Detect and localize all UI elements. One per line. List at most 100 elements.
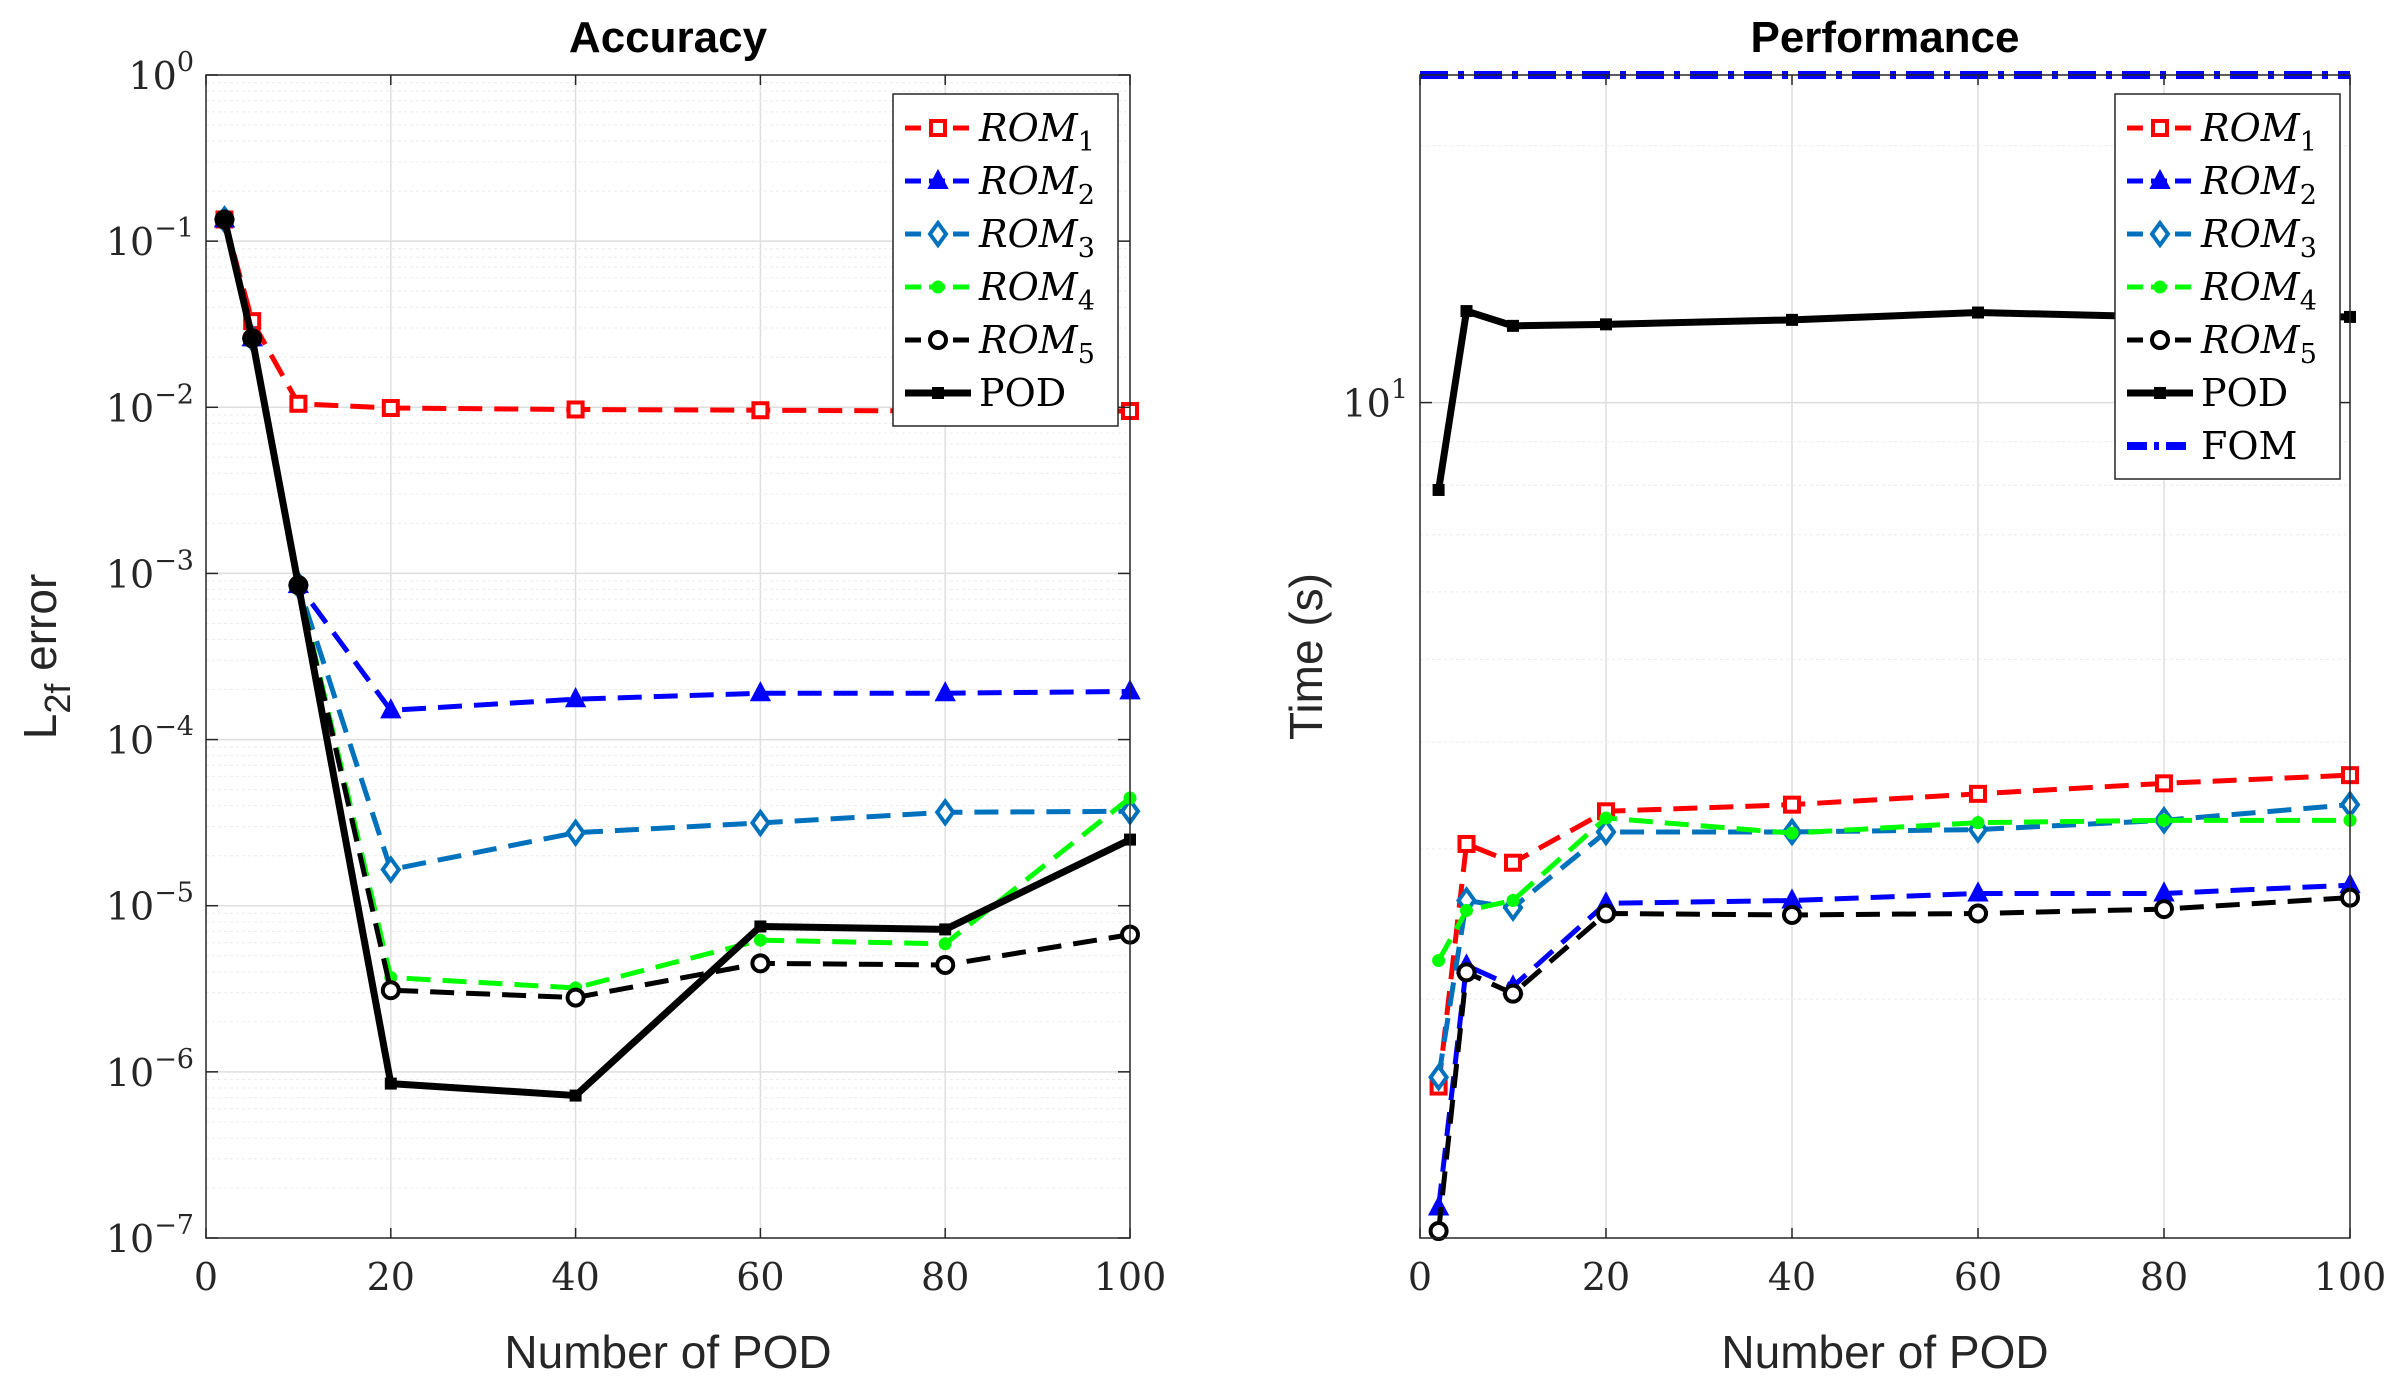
accuracy-point-rom5 <box>750 953 771 974</box>
accuracy-point-rom3 <box>934 797 956 827</box>
performance-legend-label: ROM4 <box>2200 265 2317 317</box>
accuracy-x-tick-label: 40 <box>551 1255 599 1299</box>
accuracy-point-rom5 <box>565 987 586 1008</box>
accuracy-point-rom3 <box>380 855 402 884</box>
performance-point-rom1 <box>2155 774 2173 793</box>
performance-point-rom1 <box>1969 784 1987 803</box>
accuracy-legend-marker <box>927 168 949 189</box>
accuracy-x-tick-label: 60 <box>736 1255 784 1299</box>
accuracy-legend-marker <box>929 119 947 137</box>
accuracy-x-tick-label: 20 <box>367 1255 415 1299</box>
performance-x-tick-label: 80 <box>2140 1255 2188 1299</box>
performance-legend-label: ROM3 <box>2200 212 2317 264</box>
performance-point-rom1 <box>1783 795 1801 814</box>
performance-point-rom5 <box>1456 962 1477 983</box>
performance-legend-label: ROM5 <box>2200 318 2317 370</box>
performance-legend-label: FOM <box>2201 424 2297 468</box>
accuracy-y-tick-label: 10−7 <box>106 1210 194 1261</box>
performance-legend-item-fom: FOM <box>2127 424 2297 468</box>
performance-x-label: Number of POD <box>1721 1326 2048 1378</box>
accuracy-legend-label: ROM3 <box>978 212 1095 264</box>
accuracy-point-rom1 <box>381 399 400 418</box>
accuracy-point-rom3 <box>749 808 771 838</box>
performance-point-rom5 <box>1782 904 1802 925</box>
performance-point-rom4 <box>1460 904 1473 918</box>
accuracy-legend-label: ROM4 <box>978 265 1095 317</box>
accuracy-legend-label: ROM2 <box>978 159 1095 211</box>
accuracy-point-pod <box>384 1077 397 1090</box>
performance-point-rom4 <box>2157 813 2171 827</box>
performance-x-tick-label: 100 <box>2314 1255 2387 1299</box>
performance-legend-label: ROM2 <box>2200 159 2317 211</box>
performance-x-tick-label: 60 <box>1954 1255 2002 1299</box>
accuracy-point-pod <box>292 579 305 592</box>
performance-x-tick-label: 40 <box>1768 1255 1816 1299</box>
performance-legend-marker <box>2151 119 2169 137</box>
accuracy-legend-box <box>892 93 1119 427</box>
accuracy-legend-item-rom3: ROM3 <box>905 212 1095 264</box>
accuracy-point-rom1 <box>566 400 585 419</box>
performance-point-rom4 <box>1971 816 1985 830</box>
accuracy-legend-item-rom2: ROM2 <box>905 159 1095 211</box>
accuracy-point-rom4 <box>938 937 952 951</box>
accuracy-legend-marker <box>927 219 949 249</box>
accuracy-y-tick-label: 10−2 <box>106 379 194 430</box>
accuracy-point-pod <box>754 920 767 933</box>
accuracy-x-tick-label: 0 <box>194 1255 218 1299</box>
performance-y-label: Time (s) <box>1280 573 1332 740</box>
accuracy-legend-item-rom1: ROM1 <box>905 106 1095 158</box>
performance-legend-marker <box>2149 168 2171 189</box>
performance-legend-label: ROM1 <box>2200 106 2317 158</box>
performance-point-rom3 <box>1595 817 1617 847</box>
performance-series-rom4 <box>1432 811 2357 967</box>
accuracy-point-rom2 <box>749 681 772 702</box>
performance-point-rom2 <box>1967 881 1989 902</box>
performance-point-rom5 <box>1428 1221 1449 1242</box>
accuracy-point-rom2 <box>934 681 956 702</box>
performance-x-tick-label: 20 <box>1582 1255 1630 1299</box>
accuracy-x-label: Number of POD <box>504 1326 831 1378</box>
performance-y-tick-label: 101 <box>1342 375 1408 426</box>
accuracy-y-tick-label: 10−1 <box>106 213 194 264</box>
performance-point-pod <box>1600 318 1612 331</box>
performance-point-rom4 <box>1599 811 1613 825</box>
performance-point-pod <box>1432 483 1445 496</box>
accuracy-chart: 0 20 40 60 80 100 10−7 10−6 10−5 10−4 10−3 10−2 10−1… <box>14 13 1166 1378</box>
accuracy-legend-item-rom4: ROM4 <box>905 265 1095 317</box>
performance-point-rom4 <box>1432 953 1446 967</box>
performance-legend-marker <box>2154 387 2166 399</box>
performance-legend-label: POD <box>2201 371 2288 415</box>
performance-legend-item-rom4: ROM4 <box>2127 265 2317 317</box>
accuracy-legend-label: ROM5 <box>978 318 1095 370</box>
performance-axes-box <box>1419 74 2351 1239</box>
accuracy-point-rom1 <box>289 394 308 413</box>
performance-point-rom5 <box>1596 903 1616 924</box>
accuracy-point-rom2 <box>380 698 402 719</box>
performance-point-rom5 <box>2154 899 2174 920</box>
performance-point-rom1 <box>1457 834 1476 853</box>
accuracy-legend-marker <box>931 280 945 294</box>
accuracy-line-pod <box>221 218 1132 1100</box>
performance-title: Performance <box>1750 13 2019 62</box>
performance-point-rom5 <box>1968 903 1988 924</box>
performance-point-rom1 <box>1504 853 1522 872</box>
performance-point-pod <box>1972 306 1984 319</box>
accuracy-x-tick-label: 100 <box>1094 1255 1167 1299</box>
performance-legend-marker <box>2153 280 2167 294</box>
performance-series-rom5 <box>1428 887 2360 1242</box>
performance-x-tick-label: 0 <box>1408 1255 1432 1299</box>
accuracy-y-tick-label: 10−3 <box>106 545 194 596</box>
performance-legend-item-rom5: ROM5 <box>2127 318 2317 370</box>
accuracy-y-label: L2f error <box>14 574 78 740</box>
accuracy-y-tick-label: 100 <box>128 47 194 98</box>
accuracy-point-pod <box>569 1089 582 1102</box>
performance-point-rom3 <box>1428 1062 1450 1092</box>
accuracy-point-rom3 <box>565 818 587 848</box>
performance-point-pod <box>1507 319 1519 332</box>
accuracy-legend-marker <box>928 330 948 350</box>
performance-legend-marker <box>2150 330 2170 350</box>
performance-point-pod <box>1460 305 1473 318</box>
